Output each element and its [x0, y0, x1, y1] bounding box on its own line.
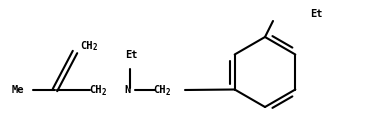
- Text: Me: Me: [12, 85, 25, 95]
- Text: 2: 2: [93, 44, 98, 52]
- Text: CH: CH: [80, 41, 92, 51]
- Text: Et: Et: [310, 9, 323, 19]
- Text: CH: CH: [153, 85, 166, 95]
- Text: 2: 2: [166, 88, 171, 97]
- Text: CH: CH: [89, 85, 102, 95]
- Text: N: N: [124, 85, 130, 95]
- Text: Et: Et: [125, 50, 138, 60]
- Text: 2: 2: [102, 88, 107, 97]
